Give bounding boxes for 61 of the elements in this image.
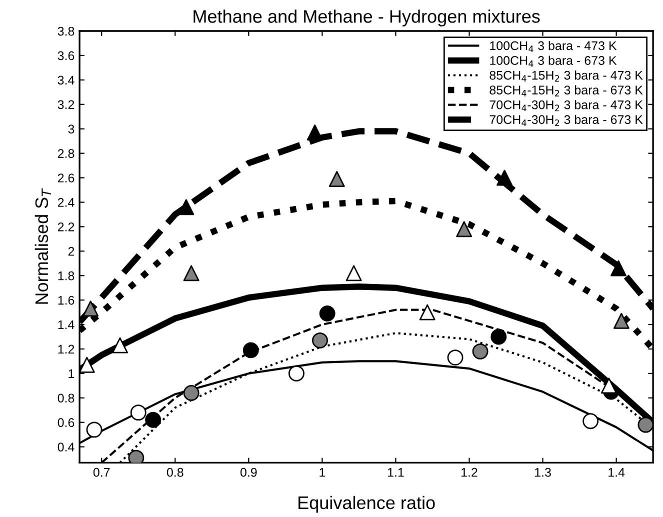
point	[145, 412, 162, 428]
point	[600, 378, 617, 394]
point	[319, 306, 336, 322]
legend-label: 70CH$_{4}$-30H$_{2}$ 3 bara - 473 K	[490, 100, 643, 112]
point	[130, 404, 146, 421]
x-tick-label: 1.3	[535, 468, 551, 477]
point	[346, 265, 362, 282]
y-tick-label: 3.4	[58, 76, 74, 85]
point	[80, 356, 95, 373]
y-tick-label: 1.2	[58, 344, 74, 354]
point	[86, 422, 102, 438]
x-tick-label: 0.8	[166, 468, 184, 477]
y-tick-label: 3.6	[58, 51, 74, 60]
point	[610, 260, 626, 276]
y-tick-label: 2.6	[58, 174, 74, 182]
point	[242, 342, 259, 358]
point	[288, 365, 304, 382]
point	[183, 265, 200, 282]
point	[312, 332, 328, 348]
legend-label: 70CH$_{4}$-30H$_{2}$ 3 bara - 673 K	[490, 114, 643, 126]
y-tick-label: 1.8	[58, 271, 74, 280]
y-tick-label: 0.8	[58, 394, 74, 403]
y-tick-label: 1	[68, 369, 74, 378]
y-tick-label: 1.6	[58, 296, 74, 305]
y-tick-label: 2.8	[58, 149, 74, 158]
point	[582, 413, 599, 430]
y-tick-label: 2	[68, 246, 74, 256]
legend-label: 85CH$_{4}$-15H$_{2}$ 3 bara - 473 K	[490, 70, 643, 82]
x-tick-label: 1.2	[462, 468, 478, 477]
y-tick-label: 3.8	[58, 26, 74, 36]
y-axis-title: Normalised S$_{T}$	[34, 188, 51, 304]
y-tick-label: 3.2	[58, 100, 74, 110]
point	[638, 416, 654, 433]
y-tick-label: 0.6	[58, 418, 74, 428]
y-tick-label: 1.4	[58, 320, 74, 330]
x-tick-label: 0.7	[93, 468, 110, 477]
point	[496, 170, 513, 186]
point	[178, 199, 194, 216]
x-tick-label: 1.4	[608, 468, 625, 477]
legend-label: 100CH$_{4}$ 3 bara - 673 K	[490, 56, 617, 67]
point	[490, 328, 507, 345]
y-tick-label: 2.2	[58, 222, 74, 232]
y-tick-label: 2.4	[58, 198, 74, 207]
chart-title: Methane and Methane - Hydrogen mixtures	[194, 10, 540, 26]
x-tick-label: 0.9	[240, 468, 257, 477]
y-tick-label: 3	[68, 124, 74, 134]
point	[472, 343, 488, 360]
point	[456, 221, 472, 238]
x-axis-title: Equivalence ratio	[298, 496, 435, 513]
point	[613, 312, 630, 329]
x-tick-label: 1.1	[388, 468, 404, 477]
point	[82, 300, 99, 317]
x-tick-label: 1	[320, 468, 326, 477]
point	[183, 385, 200, 401]
point	[328, 171, 345, 187]
point	[419, 304, 436, 320]
legend-label: 85CH$_{4}$-15H$_{2}$ 3 bara - 673 K	[490, 85, 643, 96]
y-tick-label: 0.4	[58, 442, 74, 452]
legend-label: 100CH$_{4}$ 3 bara - 473 K	[490, 40, 617, 52]
point	[112, 337, 128, 354]
point	[447, 350, 464, 366]
